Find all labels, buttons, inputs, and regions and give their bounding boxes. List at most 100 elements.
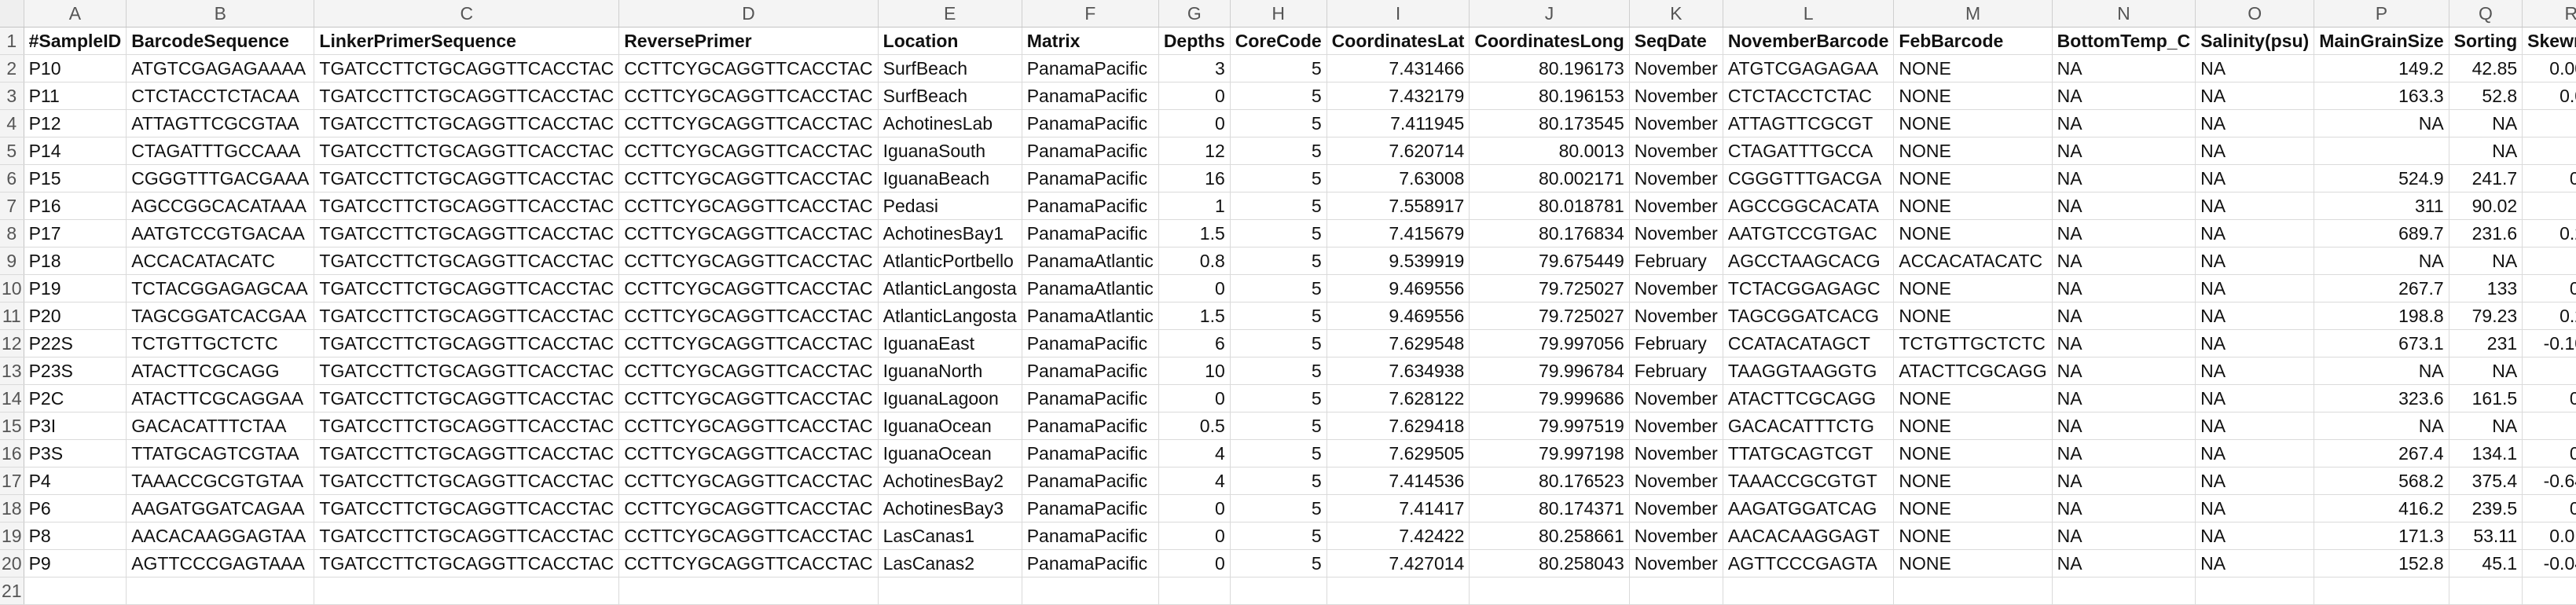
data-cell[interactable]: 79.997198 — [1469, 439, 1630, 468]
data-cell[interactable]: NA — [2195, 82, 2315, 110]
data-cell[interactable]: 80.196173 — [1469, 54, 1630, 82]
data-cell[interactable]: PanamaPacific — [1022, 467, 1159, 495]
data-cell[interactable]: AchotinesBay3 — [878, 494, 1022, 522]
column-title-cell[interactable]: FebBarcode — [1893, 27, 2053, 55]
data-cell[interactable]: 5 — [1230, 82, 1327, 110]
data-cell[interactable] — [1893, 577, 2053, 605]
data-cell[interactable]: NA — [2195, 192, 2315, 220]
data-cell[interactable]: 4 — [1158, 467, 1231, 495]
data-cell[interactable]: IguanaOcean — [878, 439, 1022, 468]
data-cell[interactable]: November — [1629, 219, 1723, 248]
data-cell[interactable]: 1 — [1158, 192, 1231, 220]
row-number[interactable]: 1 — [0, 27, 24, 55]
data-cell[interactable]: P23S — [24, 357, 127, 385]
data-cell[interactable]: PanamaPacific — [1022, 357, 1159, 385]
data-cell[interactable]: 80.174371 — [1469, 494, 1630, 522]
data-cell[interactable]: NA — [2052, 494, 2196, 522]
data-cell[interactable]: 7.620714 — [1327, 137, 1470, 165]
data-cell[interactable]: 5 — [1230, 54, 1327, 82]
column-header-d[interactable]: D — [618, 0, 879, 28]
row-number[interactable]: 9 — [0, 247, 24, 275]
data-cell[interactable]: 7.411945 — [1327, 109, 1470, 138]
data-cell[interactable]: GACACATTTCTAA — [126, 412, 315, 440]
data-cell[interactable]: TGATCCTTCTGCAGGTTCACCTAC — [314, 384, 620, 412]
data-cell[interactable]: NA — [2052, 219, 2196, 248]
data-cell[interactable]: CCTTCYGCAGGTTCACCTAC — [618, 274, 879, 302]
data-cell[interactable]: AtlanticPortbello — [878, 247, 1022, 275]
data-cell[interactable]: 0 — [1158, 109, 1231, 138]
data-cell[interactable]: CCTTCYGCAGGTTCACCTAC — [618, 54, 879, 82]
row-number[interactable]: 8 — [0, 219, 24, 248]
data-cell[interactable]: P10 — [24, 54, 127, 82]
data-cell[interactable]: November — [1629, 494, 1723, 522]
data-cell[interactable]: CTCTACCTCTACAA — [126, 82, 315, 110]
column-title-cell[interactable]: CoordinatesLat — [1327, 27, 1470, 55]
column-title-cell[interactable]: ReversePrimer — [618, 27, 879, 55]
data-cell[interactable]: LasCanas1 — [878, 522, 1022, 550]
data-cell[interactable]: PanamaPacific — [1022, 439, 1159, 468]
data-cell[interactable]: NA — [2522, 357, 2576, 385]
data-cell[interactable]: 0.8 — [1158, 247, 1231, 275]
data-cell[interactable]: TGATCCTTCTGCAGGTTCACCTAC — [314, 549, 620, 578]
data-cell[interactable]: ATACTTCGCAGGAA — [126, 384, 315, 412]
data-cell[interactable]: NA — [2195, 137, 2315, 165]
data-cell[interactable]: TAAACCGCGTGTAA — [126, 467, 315, 495]
data-cell[interactable] — [1327, 577, 1470, 605]
data-cell[interactable]: ATTAGTTCGCGTAA — [126, 109, 315, 138]
column-header-l[interactable]: L — [1723, 0, 1895, 28]
data-cell[interactable]: P15 — [24, 164, 127, 192]
data-cell[interactable]: CCTTCYGCAGGTTCACCTAC — [618, 247, 879, 275]
data-cell[interactable]: PanamaAtlantic — [1022, 274, 1159, 302]
data-cell[interactable]: CGGGTTTGACGA — [1723, 164, 1895, 192]
data-cell[interactable]: PanamaPacific — [1022, 109, 1159, 138]
data-cell[interactable]: 198.8 — [2314, 302, 2449, 330]
data-cell[interactable]: 134.1 — [2449, 439, 2523, 468]
data-cell[interactable]: ATACTTCGCAGG — [126, 357, 315, 385]
data-cell[interactable]: NA — [2195, 439, 2315, 468]
data-cell[interactable]: AtlanticLangosta — [878, 302, 1022, 330]
data-cell[interactable]: 5 — [1230, 439, 1327, 468]
data-cell[interactable]: 7.63008 — [1327, 164, 1470, 192]
row-number[interactable]: 17 — [0, 467, 24, 495]
data-cell[interactable]: 80.196153 — [1469, 82, 1630, 110]
data-cell[interactable]: P4 — [24, 467, 127, 495]
data-cell[interactable]: SurfBeach — [878, 82, 1022, 110]
column-header-g[interactable]: G — [1158, 0, 1231, 28]
data-cell[interactable]: NA — [2195, 357, 2315, 385]
data-cell[interactable]: 5 — [1230, 219, 1327, 248]
data-cell[interactable]: 689.7 — [2314, 219, 2449, 248]
data-cell[interactable]: 4 — [1158, 439, 1231, 468]
data-cell[interactable]: 5 — [1230, 384, 1327, 412]
column-header-h[interactable]: H — [1230, 0, 1327, 28]
data-cell[interactable]: November — [1629, 54, 1723, 82]
select-all-corner[interactable] — [0, 0, 24, 28]
data-cell[interactable]: 1.5 — [1158, 302, 1231, 330]
data-cell[interactable]: 5 — [1230, 412, 1327, 440]
data-cell[interactable]: IguanaNorth — [878, 357, 1022, 385]
data-cell[interactable]: NA — [2052, 192, 2196, 220]
data-cell[interactable]: TGATCCTTCTGCAGGTTCACCTAC — [314, 494, 620, 522]
data-cell[interactable]: NA — [2195, 164, 2315, 192]
data-cell[interactable]: TGATCCTTCTGCAGGTTCACCTAC — [314, 522, 620, 550]
column-title-cell[interactable]: Skewness — [2522, 27, 2576, 55]
data-cell[interactable]: 5 — [1230, 137, 1327, 165]
row-number[interactable]: 13 — [0, 357, 24, 385]
row-number[interactable]: 4 — [0, 109, 24, 138]
data-cell[interactable]: 5 — [1230, 247, 1327, 275]
column-title-cell[interactable]: CoreCode — [1230, 27, 1327, 55]
data-cell[interactable]: 9.539919 — [1327, 247, 1470, 275]
data-cell[interactable]: IguanaLagoon — [878, 384, 1022, 412]
data-cell[interactable]: 0 — [1158, 522, 1231, 550]
data-cell[interactable]: NA — [2195, 109, 2315, 138]
data-cell[interactable]: 7.629548 — [1327, 329, 1470, 358]
data-cell[interactable]: ACCACATACATC — [126, 247, 315, 275]
data-cell[interactable]: February — [1629, 247, 1723, 275]
data-cell[interactable]: IguanaEast — [878, 329, 1022, 358]
data-cell[interactable]: TCTACGGAGAGC — [1723, 274, 1895, 302]
data-cell[interactable]: NA — [2195, 302, 2315, 330]
data-cell[interactable]: NA — [2052, 384, 2196, 412]
data-cell[interactable]: -0.04481 — [2522, 549, 2576, 578]
column-header-f[interactable]: F — [1022, 0, 1159, 28]
data-cell[interactable]: CCTTCYGCAGGTTCACCTAC — [618, 494, 879, 522]
data-cell[interactable]: NA — [2052, 357, 2196, 385]
